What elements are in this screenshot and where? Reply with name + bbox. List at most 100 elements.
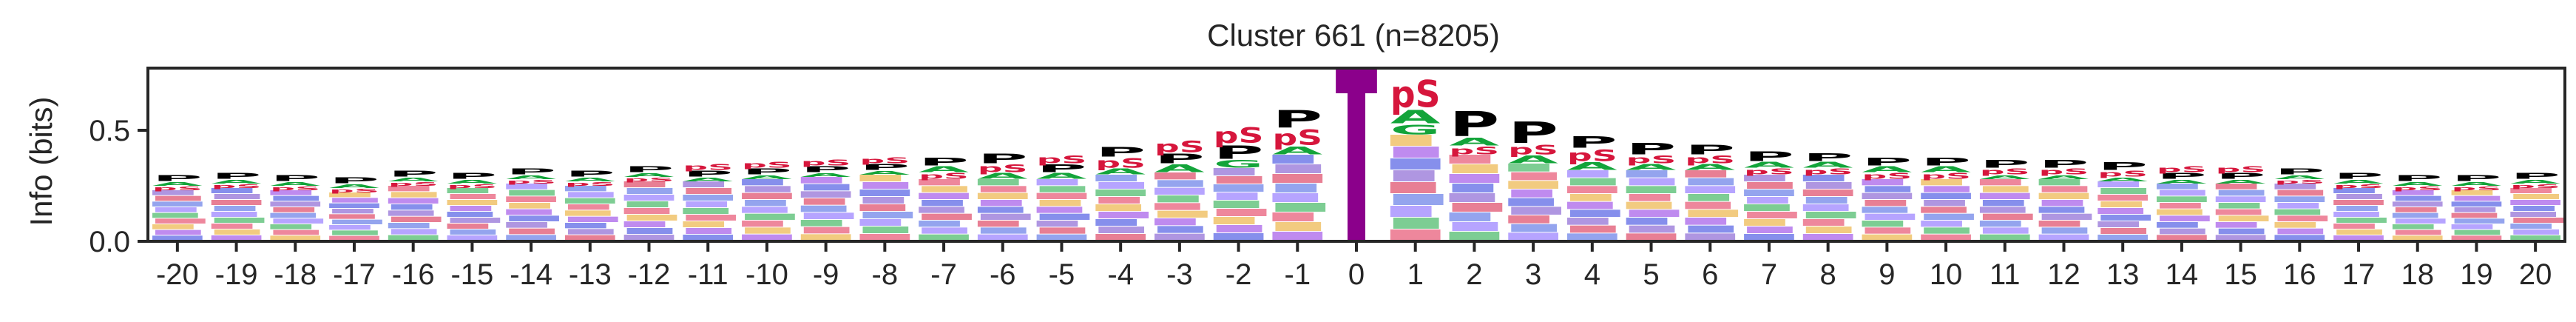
minor-residue-band — [1629, 194, 1671, 201]
residue-letter-pS: pS — [2333, 183, 2384, 189]
minor-residue-band — [2218, 203, 2260, 209]
residue-letter-A: A — [2039, 174, 2089, 180]
x-axis-ticks: -20 -19 -18 -17 -16 -15 -14 -13 -12 -11 -10 -9 -8 -7-… — [156, 241, 2552, 291]
minor-residue-band — [1155, 218, 1196, 226]
minor-residue-band — [1626, 201, 1672, 209]
x-tick-label: 0 — [1348, 258, 1365, 291]
minor-residue-band — [1924, 213, 1974, 220]
minor-residue-band — [1865, 200, 1907, 207]
minor-residue-band — [329, 192, 371, 198]
residue-letter-A: A — [2216, 178, 2266, 184]
residue-letter-pS: pS — [447, 183, 498, 189]
minor-residue-band — [1982, 200, 2024, 207]
residue-letter-P: P — [1037, 162, 1087, 175]
minor-residue-band — [1272, 232, 1323, 241]
minor-residue-band — [270, 190, 312, 195]
minor-residue-band — [155, 218, 206, 224]
minor-residue-band — [1155, 187, 1205, 195]
x-tick-label: -19 — [215, 258, 258, 291]
minor-residue-band — [977, 234, 1028, 241]
minor-residue-band — [1921, 192, 1971, 199]
minor-residue-band — [1805, 212, 1856, 218]
minor-residue-band — [211, 235, 262, 241]
residue-letter-A: A — [212, 178, 262, 184]
minor-residue-band — [2392, 212, 2438, 218]
minor-residue-band — [2041, 227, 2088, 234]
minor-residue-band — [859, 234, 910, 241]
residue-letter-P: P — [1567, 133, 1617, 152]
minor-residue-band — [745, 186, 791, 192]
x-tick-label: -3 — [1166, 258, 1193, 291]
minor-residue-band — [329, 214, 375, 219]
residue-letter-A: A — [388, 176, 439, 182]
minor-residue-band — [2041, 186, 2088, 192]
minor-residue-band — [686, 215, 737, 221]
residue-letter-A: A — [801, 172, 851, 178]
x-tick-label: 8 — [1820, 258, 1836, 291]
minor-residue-band — [2451, 201, 2502, 207]
minor-residue-band — [1744, 189, 1794, 196]
minor-residue-band — [450, 229, 496, 235]
minor-residue-band — [1566, 170, 1609, 178]
chart-title: Cluster 661 (n=8205) — [1207, 18, 1500, 53]
minor-residue-band — [919, 192, 969, 199]
minor-residue-band — [683, 208, 729, 214]
minor-residue-band — [1629, 178, 1675, 186]
minor-residue-band — [2333, 235, 2384, 241]
minor-residue-band — [1921, 179, 1962, 186]
minor-residue-band — [919, 221, 960, 227]
minor-residue-band — [1452, 184, 1494, 192]
minor-residue-band — [1095, 175, 1137, 181]
minor-residue-band — [1036, 207, 1083, 213]
minor-residue-band — [152, 235, 203, 241]
minor-residue-band — [273, 229, 320, 235]
minor-residue-band — [1688, 225, 1734, 233]
x-tick-label: -4 — [1107, 258, 1134, 291]
x-tick-label: -8 — [872, 258, 899, 291]
minor-residue-band — [1924, 227, 1970, 234]
minor-residue-band — [1390, 206, 1432, 217]
minor-residue-band — [2215, 196, 2266, 202]
minor-residue-band — [152, 212, 198, 218]
minor-residue-band — [859, 175, 902, 181]
minor-residue-band — [980, 200, 1022, 207]
minor-residue-band — [2336, 229, 2382, 235]
minor-residue-band — [922, 227, 967, 234]
minor-residue-band — [683, 221, 725, 227]
residue-letter-pS: pS — [2393, 185, 2443, 191]
residue-letter-pS: pS — [1862, 172, 1913, 181]
residue-letter-pS: pS — [565, 181, 615, 187]
minor-residue-band — [1216, 209, 1267, 216]
minor-residue-band — [567, 216, 618, 222]
minor-residue-band — [1213, 168, 1255, 175]
residue-letter-A: A — [2157, 178, 2207, 184]
minor-residue-band — [506, 235, 556, 241]
minor-residue-band — [800, 191, 851, 198]
minor-residue-band — [800, 220, 842, 227]
minor-residue-band — [1036, 234, 1087, 241]
residue-letter-pS: pS — [1155, 138, 1205, 156]
residue-letter-P: P — [1508, 115, 1558, 150]
minor-residue-band — [1095, 189, 1146, 196]
x-tick-label: 19 — [2460, 258, 2493, 291]
minor-residue-band — [1744, 204, 1790, 211]
minor-residue-band — [1802, 175, 1845, 181]
minor-residue-band — [626, 215, 677, 221]
minor-residue-band — [1569, 225, 1616, 233]
minor-residue-band — [2160, 203, 2201, 209]
minor-residue-band — [564, 223, 606, 229]
residue-letter-P: P — [1803, 151, 1853, 164]
residue-letter-pS: pS — [1744, 167, 1794, 177]
residue-letter-pS: pS — [2274, 178, 2325, 184]
